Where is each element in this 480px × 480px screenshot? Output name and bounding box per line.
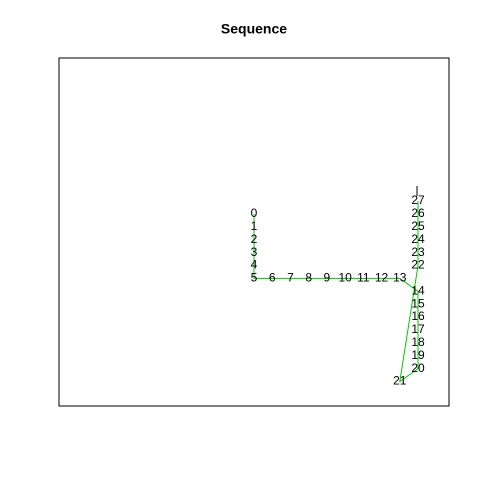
plot-frame bbox=[58, 57, 450, 407]
point-label: 1 bbox=[251, 219, 258, 233]
point-label: 16 bbox=[411, 309, 425, 323]
point-label: 3 bbox=[251, 245, 258, 259]
point-label: 5 bbox=[251, 271, 258, 285]
point-label: 24 bbox=[411, 232, 425, 246]
point-label: 14 bbox=[411, 283, 425, 297]
point-label: 11 bbox=[357, 271, 370, 285]
point-label: 2 bbox=[251, 232, 258, 246]
point-label: 9 bbox=[324, 271, 331, 285]
point-label: 19 bbox=[411, 348, 425, 362]
sequence-line bbox=[253, 201, 419, 383]
point-label: 18 bbox=[411, 335, 425, 349]
point-label: 8 bbox=[305, 271, 312, 285]
point-label: 17 bbox=[411, 322, 425, 336]
point-label: 7 bbox=[287, 271, 294, 285]
point-label: 25 bbox=[411, 219, 425, 233]
point-label: 20 bbox=[411, 361, 425, 375]
point-label: 0 bbox=[251, 206, 258, 220]
point-label: 10 bbox=[338, 271, 352, 285]
point-label: 22 bbox=[411, 258, 425, 272]
point-label: 27 bbox=[411, 193, 425, 207]
point-label: 4 bbox=[251, 258, 258, 272]
point-label: 26 bbox=[411, 206, 425, 220]
point-label: 12 bbox=[375, 271, 389, 285]
point-label: 13 bbox=[393, 271, 407, 285]
chart-title: Sequence bbox=[221, 21, 287, 37]
point-label: 15 bbox=[411, 296, 425, 310]
point-label: 6 bbox=[269, 271, 276, 285]
point-label: 23 bbox=[411, 245, 425, 259]
point-label: 21 bbox=[393, 374, 407, 388]
